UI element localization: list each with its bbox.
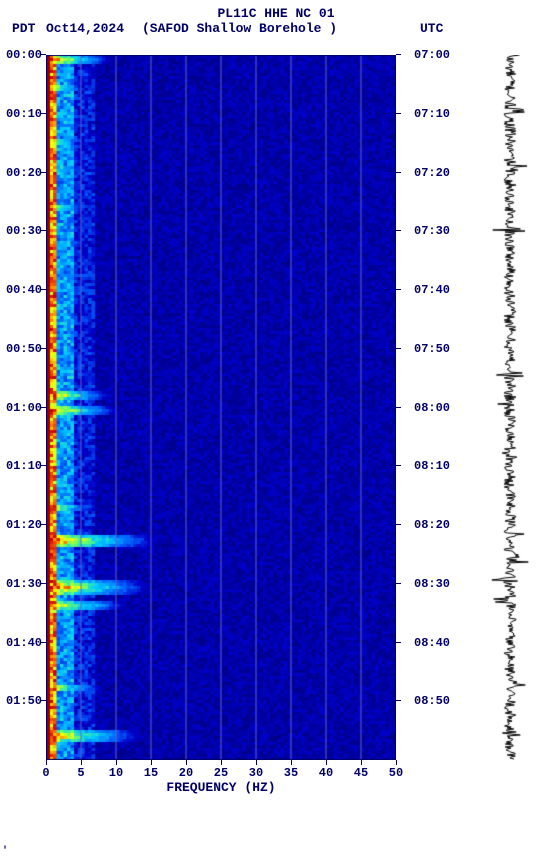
y-right-tick [396,113,401,114]
y-left-tick-label: 00:20 [0,166,42,180]
y-left-tick-label: 00:00 [0,48,42,62]
y-right-tick-label: 08:00 [414,401,450,415]
y-right-tick-label: 07:20 [414,166,450,180]
y-left-tick-label: 00:10 [0,107,42,121]
spectrogram-plot [46,55,396,760]
x-tick-label: 25 [214,766,228,780]
y-left-tick-label: 01:50 [0,694,42,708]
station-title: PL11C HHE NC 01 [0,6,552,21]
y-right-tick [396,700,401,701]
x-tick-label: 30 [249,766,263,780]
y-right-tick-label: 08:30 [414,577,450,591]
y-right-tick [396,172,401,173]
y-right-tick [396,524,401,525]
y-right-tick [396,465,401,466]
y-left-tick [41,230,46,231]
x-tick-label: 5 [77,766,84,780]
y-left-tick [41,289,46,290]
x-tick-label: 50 [389,766,403,780]
y-right-tick [396,230,401,231]
y-left-tick-label: 00:30 [0,224,42,238]
y-right-tick [396,407,401,408]
y-left-tick-label: 01:20 [0,518,42,532]
y-right-tick [396,583,401,584]
x-tick-label: 0 [42,766,49,780]
spectrogram-canvas [46,55,396,760]
y-right-tick-label: 07:50 [414,342,450,356]
y-left-tick [41,348,46,349]
y-left-tick [41,407,46,408]
y-right-tick-label: 07:30 [414,224,450,238]
y-right-tick-label: 07:10 [414,107,450,121]
y-left-tick-label: 01:30 [0,577,42,591]
spectrogram-page: { "header": { "title_line1": "PL11C HHE … [0,0,552,864]
station-desc: (SAFOD Shallow Borehole ) [142,21,337,36]
y-right-tick [396,54,401,55]
y-right-tick-label: 07:40 [414,283,450,297]
y-right-tick [396,642,401,643]
y-right-tick-label: 08:40 [414,636,450,650]
x-tick-label: 20 [179,766,193,780]
y-left-tick [41,700,46,701]
x-tick [326,760,327,765]
y-left-tick [41,642,46,643]
y-left-tick-label: 00:50 [0,342,42,356]
y-right-tick-label: 07:00 [414,48,450,62]
y-left-tick-label: 01:10 [0,459,42,473]
y-left-tick [41,172,46,173]
y-right-tick-label: 08:10 [414,459,450,473]
date-label: Oct14,2024 [46,21,124,36]
y-left-tick [41,583,46,584]
x-tick-label: 15 [144,766,158,780]
x-tick-label: 40 [319,766,333,780]
x-tick [46,760,47,765]
y-left-tick [41,113,46,114]
left-timezone-label: PDT [12,21,35,36]
right-timezone-label: UTC [420,21,443,36]
y-right-tick [396,289,401,290]
x-tick [151,760,152,765]
y-right-tick [396,348,401,349]
y-right-tick-label: 08:20 [414,518,450,532]
x-tick [361,760,362,765]
x-tick [396,760,397,765]
y-left-tick-label: 00:40 [0,283,42,297]
y-left-tick [41,524,46,525]
y-left-tick [41,465,46,466]
x-tick [81,760,82,765]
x-tick-label: 45 [354,766,368,780]
footnote: ' [2,846,8,857]
x-tick [291,760,292,765]
x-tick [221,760,222,765]
x-tick [186,760,187,765]
y-right-tick-label: 08:50 [414,694,450,708]
x-axis-title: FREQUENCY (HZ) [46,780,396,795]
x-tick [256,760,257,765]
x-tick-label: 35 [284,766,298,780]
y-left-tick-label: 01:40 [0,636,42,650]
x-tick [116,760,117,765]
x-tick-label: 10 [109,766,123,780]
y-left-tick-label: 01:00 [0,401,42,415]
y-left-tick [41,54,46,55]
waveform-canvas [488,55,532,760]
